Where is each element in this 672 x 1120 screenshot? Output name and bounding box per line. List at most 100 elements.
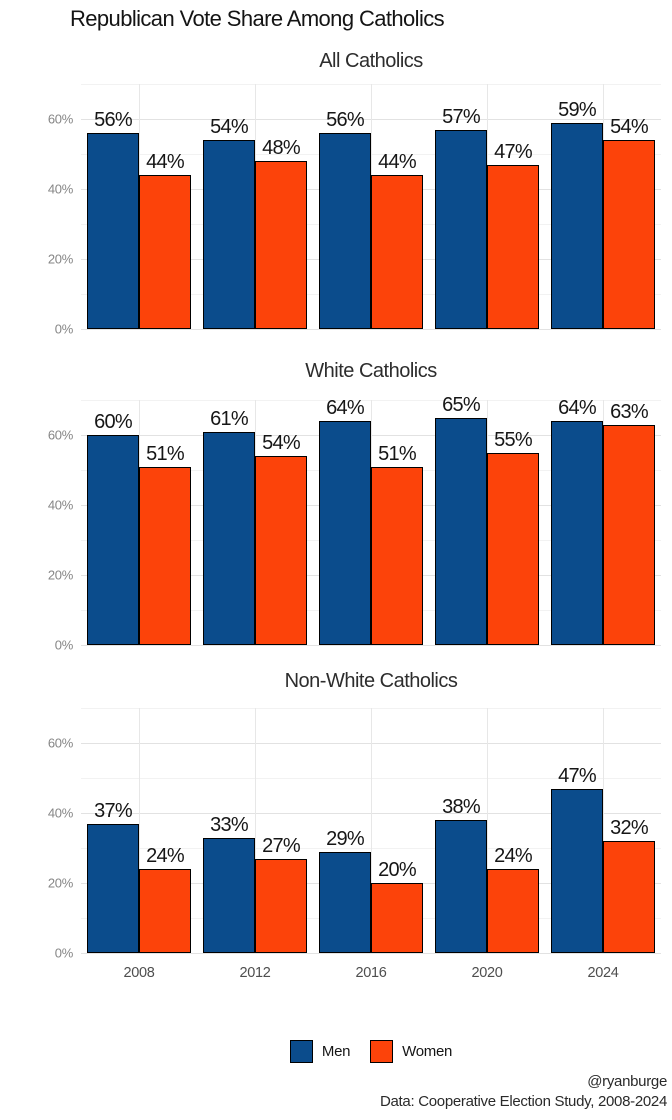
chart-title: Republican Vote Share Among Catholics [70,6,445,31]
x-tick-2020: 2020 [471,965,503,981]
gridline-x-2020 [487,708,488,953]
legend-label-men: Men [321,1042,351,1060]
y-tick-60: 60% [47,111,73,127]
bar-men-2012 [203,837,255,953]
value-label-men-2016: 56% [326,109,364,131]
gridline-x-2012 [255,708,256,953]
value-label-women-2016: 20% [378,859,416,881]
gridline-y-0 [81,953,661,954]
value-label-men-2008: 37% [94,799,132,822]
bar-men-2008 [87,133,139,329]
gridline-y-0 [81,645,661,646]
x-tick-2012: 2012 [239,965,271,981]
value-label-women-2020: 24% [494,845,532,867]
bar-women-2016 [371,466,423,645]
bar-women-2012 [255,456,307,645]
bar-women-2024 [603,841,655,953]
value-label-men-2012: 33% [210,813,248,836]
bar-women-2020 [487,869,539,953]
y-tick-0: 0% [54,321,74,337]
caption: @ryanburge Data: Cooperative Election St… [380,1072,667,1112]
bar-women-2024 [603,424,655,645]
y-tick-40: 40% [47,497,73,513]
bar-women-2008 [139,869,191,953]
value-label-men-2020: 57% [442,105,480,128]
panel-title-all-catholics: All Catholics [319,50,423,72]
bar-men-2024 [551,421,603,645]
panel-title-non-white-catholics: Non-White Catholics [284,670,458,692]
x-tick-2016: 2016 [355,965,387,981]
value-label-men-2008: 56% [94,109,132,131]
bar-men-2012 [203,140,255,329]
caption-author: @ryanburge [587,1073,667,1090]
value-label-men-2020: 65% [442,393,480,416]
bar-men-2024 [551,122,603,329]
bar-men-2020 [435,417,487,645]
value-label-women-2008: 24% [146,845,184,867]
bar-women-2008 [139,175,191,329]
legend-label-women: Women [402,1042,453,1060]
value-label-men-2016: 29% [326,827,364,850]
value-label-women-2016: 44% [378,151,416,173]
gridline-x-2016 [371,708,372,953]
bar-men-2016 [319,851,371,953]
bar-men-2012 [203,431,255,645]
bar-women-2016 [371,883,423,953]
bar-men-2024 [551,788,603,953]
value-label-men-2008: 60% [94,411,132,433]
gridline-x-2024 [603,708,604,953]
bar-women-2020 [487,452,539,645]
y-tick-40: 40% [47,181,73,197]
bar-women-2016 [371,175,423,329]
caption-source: Data: Cooperative Election Study, 2008-2… [379,1093,667,1110]
value-label-women-2024: 32% [610,817,648,839]
value-label-women-2024: 63% [610,400,648,423]
legend: Men Women [81,1037,661,1065]
legend-swatch-women [370,1039,394,1063]
legend-swatch-men [289,1039,313,1063]
bar-women-2024 [603,140,655,329]
value-label-men-2016: 64% [326,397,364,419]
value-label-men-2024: 47% [558,764,596,787]
value-label-women-2020: 47% [494,140,532,163]
value-label-women-2024: 54% [610,116,648,138]
x-tick-2024: 2024 [587,965,619,981]
bar-men-2008 [87,823,139,953]
value-label-men-2012: 54% [210,116,248,138]
gridline-y-0 [81,329,661,330]
bar-men-2008 [87,435,139,645]
value-label-women-2016: 51% [378,442,416,465]
value-label-women-2008: 44% [146,151,184,173]
bar-women-2020 [487,164,539,329]
y-tick-20: 20% [47,567,73,583]
y-tick-60: 60% [47,427,73,443]
value-label-women-2012: 54% [262,432,300,454]
value-label-men-2020: 38% [442,796,480,818]
value-label-men-2024: 64% [558,397,596,419]
panel-title-white-catholics: White Catholics [305,360,437,382]
plot-white-catholics: 0% 20% 40% 60% 60% 61% 64% 65% 64% 51% 54% 51% 55% 63… [48,394,661,653]
value-label-women-2008: 51% [146,442,184,465]
bar-men-2016 [319,421,371,645]
bar-women-2008 [139,466,191,645]
gridline-x-2008 [139,708,140,953]
bar-women-2012 [255,858,307,953]
bar-men-2020 [435,129,487,329]
value-label-women-2012: 27% [262,834,300,857]
y-tick-60: 60% [47,735,73,751]
plot-non-white-catholics: 0% 20% 40% 60% 37% 33% 29% 38% 47% 24% 27% 20% 24% 32… [48,708,661,981]
y-tick-20: 20% [47,875,73,891]
value-label-women-2020: 55% [494,428,532,451]
y-tick-0: 0% [54,945,74,961]
bar-women-2012 [255,161,307,329]
y-tick-0: 0% [54,637,74,653]
y-tick-40: 40% [47,805,73,821]
bar-men-2016 [319,133,371,329]
plot-all-catholics: 0% 20% 40% 60% 56% 54% 56% 57% 59% 44% 48% 44% 47% 54… [48,84,661,337]
x-tick-2008: 2008 [123,965,155,981]
value-label-women-2012: 48% [262,137,300,159]
value-label-men-2012: 61% [210,407,248,430]
y-tick-20: 20% [47,251,73,267]
value-label-men-2024: 59% [558,98,596,121]
